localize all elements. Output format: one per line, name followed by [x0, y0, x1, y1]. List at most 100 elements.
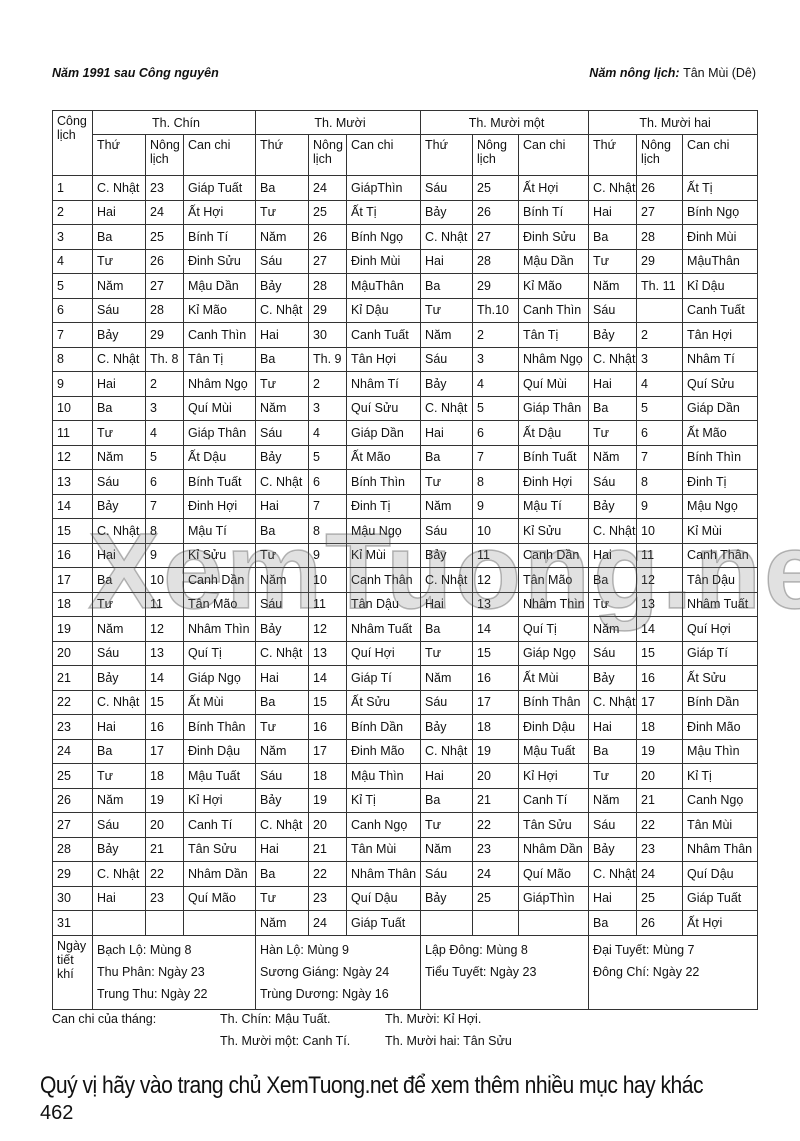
weekday-cell: C. Nhật	[420, 567, 474, 593]
weekday-cell: Năm	[92, 444, 146, 470]
weekday-cell: Tư	[255, 371, 310, 397]
can-chi-cell: Mậu Tí	[182, 518, 257, 544]
can-chi-cell: Tân Sửu	[518, 812, 590, 838]
lunar-day-cell: 12	[636, 567, 684, 593]
can-chi-cell: Giáp Dần	[682, 395, 759, 421]
weekday-cell: Ba	[255, 861, 310, 887]
day-row: 8 C. Nhật Th. 8 Tân Tị Ba Th. 9 Tân Hợi Sáu 3 Nhâ…	[52, 346, 759, 372]
weekday-cell: Hai	[255, 322, 310, 348]
can-chi-cell: Quí Dậu	[346, 885, 422, 911]
can-chi-cell: Tân Tị	[518, 322, 590, 348]
solar-term: Đại Tuyết: Mùng 7	[593, 942, 695, 957]
can-chi-cell: Nhâm Tuất	[682, 591, 759, 617]
weekday-cell: Tư	[255, 885, 310, 911]
can-chi-cell: Giáp Dần	[346, 420, 422, 446]
weekday-cell: C. Nhật	[92, 689, 146, 715]
weekday-cell: C. Nhật	[588, 518, 638, 544]
header-right-label: Năm nông lịch:	[589, 66, 680, 80]
day-cell: 21	[52, 665, 93, 691]
sub-header: Nông lịch	[145, 134, 184, 176]
can-chi-cell: Đinh Dậu	[182, 738, 257, 764]
lunar-day-cell: 27	[472, 224, 520, 250]
weekday-cell: Ba	[92, 738, 146, 764]
lunar-day-cell: 8	[308, 518, 348, 544]
can-chi-cell: Giáp Ngọ	[182, 665, 257, 691]
sub-header: Thứ	[420, 134, 474, 176]
header-left: Năm 1991 sau Công nguyên	[52, 66, 219, 80]
can-chi-cell: Giáp Tuất	[182, 175, 257, 201]
lunar-day-cell: 24	[472, 861, 520, 887]
lunar-day-cell: 14	[636, 616, 684, 642]
can-chi-cell: Ất Hợi	[518, 175, 590, 201]
lunar-day-cell: 6	[472, 420, 520, 446]
can-chi-cell: Quí Sửu	[346, 395, 422, 421]
lunar-day-cell: 4	[145, 420, 184, 446]
lunar-day-cell: 13	[145, 640, 184, 666]
weekday-cell: Năm	[420, 665, 474, 691]
sub-header: Can chi	[518, 134, 590, 176]
weekday-cell: Bảy	[92, 322, 146, 348]
weekday-cell: Ba	[255, 346, 310, 372]
weekday-cell: Ba	[420, 787, 474, 813]
weekday-cell: Bảy	[255, 273, 310, 299]
day-cell: 23	[52, 714, 93, 740]
sub-header: Nông lịch	[636, 134, 684, 176]
lunar-day-cell: 20	[145, 812, 184, 838]
can-chi-cell: Nhâm Thân	[682, 836, 759, 862]
can-chi-cell: Đinh Tị	[682, 469, 759, 495]
day-cell: 15	[52, 518, 93, 544]
day-row: 14 Bảy 7 Đinh Hợi Hai 7 Đinh Tị Năm 9 Mậu Tí Bảy 9 M…	[52, 493, 759, 519]
lunar-day-cell: 11	[636, 542, 684, 568]
lunar-day-cell: Th. 9	[308, 346, 348, 372]
can-chi-cell: Canh Tí	[518, 787, 590, 813]
can-chi-cell: Giáp Ngọ	[518, 640, 590, 666]
weekday-cell: C. Nhật	[255, 640, 310, 666]
day-row: 20 Sáu 13 Quí Tị C. Nhật 13 Quí Hợi Tư 15 Giáp Ng…	[52, 640, 759, 666]
weekday-cell: Tư	[588, 420, 638, 446]
weekday-cell: C. Nhật	[588, 689, 638, 715]
can-chi-cell: Bính Thân	[518, 689, 590, 715]
can-chi-cell: Canh Ngọ	[682, 787, 759, 813]
lunar-day-cell: 9	[308, 542, 348, 568]
lunar-day-cell: 19	[636, 738, 684, 764]
weekday-cell: Hai	[420, 591, 474, 617]
lunar-day-cell: 26	[472, 199, 520, 225]
day-cell: 20	[52, 640, 93, 666]
weekday-cell: Tư	[92, 420, 146, 446]
weekday-cell: Bảy	[588, 665, 638, 691]
can-chi-cell: Bính Thìn	[682, 444, 759, 470]
weekday-cell: Bảy	[92, 665, 146, 691]
can-chi-cell: Đinh Sửu	[182, 248, 257, 274]
can-chi-cell: Đinh Hợi	[182, 493, 257, 519]
day-cell: 29	[52, 861, 93, 887]
day-cell: 10	[52, 395, 93, 421]
weekday-cell: Hai	[420, 420, 474, 446]
weekday-cell: Hai	[255, 493, 310, 519]
weekday-cell: Bảy	[255, 444, 310, 470]
month-header-row: Công lịch Th. Chín Th. Mười Th. Mười một Th.…	[52, 110, 759, 176]
weekday-cell: Bảy	[420, 542, 474, 568]
sub-header: Can chi	[182, 134, 257, 176]
can-chi-cell: Đinh Mùi	[682, 224, 759, 250]
weekday-cell: Ba	[588, 224, 638, 250]
lunar-day-cell: 12	[472, 567, 520, 593]
page-number: 462	[40, 1102, 74, 1124]
lunar-day-cell: 16	[145, 714, 184, 740]
weekday-cell: Ba	[420, 616, 474, 642]
lunar-day-cell: 28	[636, 224, 684, 250]
lunar-day-cell: 29	[636, 248, 684, 274]
can-chi-cell: Bính Tuất	[518, 444, 590, 470]
weekday-cell: Năm	[255, 738, 310, 764]
month-header: Th. Mười một	[420, 110, 590, 135]
weekday-cell: Tư	[92, 248, 146, 274]
weekday-cell: C. Nhật	[255, 469, 310, 495]
weekday-cell: C. Nhật	[588, 175, 638, 201]
can-chi-cell: Canh Thìn	[518, 297, 590, 323]
weekday-cell: Sáu	[420, 518, 474, 544]
can-chi-cell: GiápThìn	[346, 175, 422, 201]
lunar-day-cell: 24	[636, 861, 684, 887]
can-chi-cell: Ất Dậu	[182, 444, 257, 470]
lunar-day-cell: 13	[472, 591, 520, 617]
lunar-day-cell: 3	[636, 346, 684, 372]
can-chi-cell: Mậu Thìn	[682, 738, 759, 764]
